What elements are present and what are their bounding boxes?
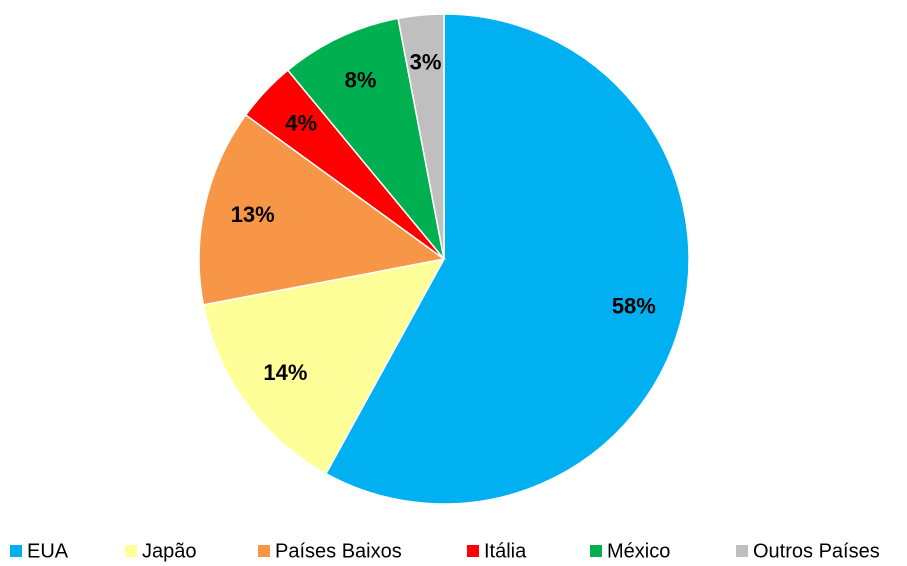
pie-slice [397,13,445,260]
legend-swatch [10,545,22,557]
legend-label: Itália [484,540,527,562]
pie-slice [202,257,446,475]
data-label: 14% [263,360,307,385]
legend-swatch [125,545,137,557]
legend-label: México [607,540,670,562]
legend-swatch [258,545,270,557]
data-label: 58% [612,294,656,319]
pie-slice [324,13,690,505]
pie-slice [198,113,446,306]
legend-label: Outros Países [753,540,880,562]
legend-label: Japão [142,540,197,562]
data-label: 8% [345,67,377,92]
pie-slice [286,17,445,260]
legend-swatch [590,545,602,557]
legend-swatch [736,545,748,557]
data-label: 3% [410,50,442,75]
legend-label: EUA [27,540,69,562]
legend-swatch [467,545,479,557]
data-label: 13% [231,202,275,227]
legend-label: Países Baixos [275,540,402,562]
data-label: 4% [285,111,317,136]
